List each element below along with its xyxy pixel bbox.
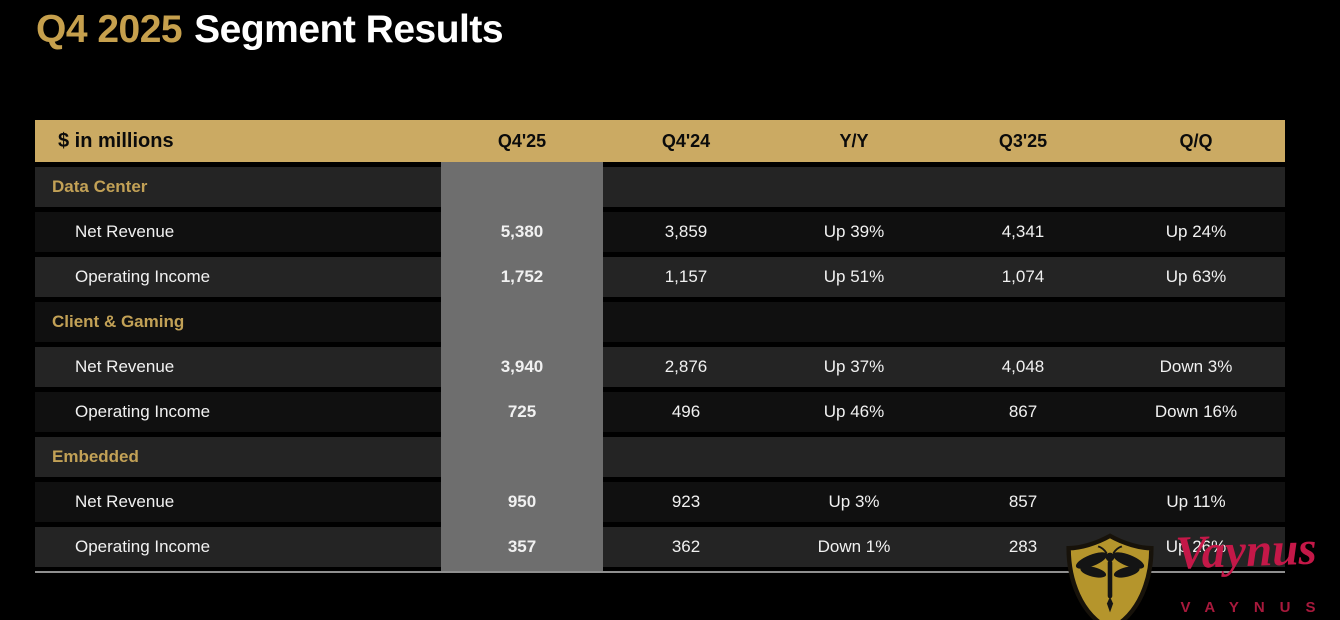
dragonfly-shield-icon xyxy=(1066,533,1154,620)
table-row: Operating Income 357 362 Down 1% 283 Up … xyxy=(35,522,1285,567)
cell-q4-24: 496 xyxy=(671,402,701,421)
cell-q3-25: 4,341 xyxy=(1001,222,1045,241)
watermark-script-text: Vaynus xyxy=(1174,522,1318,580)
cell-yy: Down 1% xyxy=(817,537,891,556)
title-text: Segment Results xyxy=(194,8,504,51)
cell-q4-25: 950 xyxy=(507,492,537,511)
column-header-q4-25: Q4'25 xyxy=(497,130,547,151)
table-row: Net Revenue 3,940 2,876 Up 37% 4,048 Dow… xyxy=(35,342,1285,387)
table-row: Operating Income 1,752 1,157 Up 51% 1,07… xyxy=(35,252,1285,297)
table-row: Operating Income 725 496 Up 46% 867 Down… xyxy=(35,387,1285,432)
cell-q4-24: 2,876 xyxy=(664,357,708,376)
section-label: Client & Gaming xyxy=(52,312,185,331)
cell-q3-25: 867 xyxy=(1008,402,1038,421)
cell-q4-25: 1,752 xyxy=(500,267,544,286)
cell-q3-25: 1,074 xyxy=(1001,267,1045,286)
cell-yy: Up 46% xyxy=(823,402,885,421)
q4-25-highlight-band xyxy=(441,162,603,571)
cell-qq: Up 24% xyxy=(1165,222,1227,241)
section-label: Data Center xyxy=(52,177,148,196)
row-label: Operating Income xyxy=(75,402,211,421)
row-label: Operating Income xyxy=(75,537,211,556)
cell-yy: Up 39% xyxy=(823,222,885,241)
table-row: Net Revenue 950 923 Up 3% 857 Up 11% xyxy=(35,477,1285,522)
cell-qq: Up 26% xyxy=(1165,537,1227,556)
column-header-q4-24: Q4'24 xyxy=(661,130,711,151)
section-row-data-center: Data Center xyxy=(35,162,1285,207)
table-header-row: $ in millions Q4'25 Q4'24 Y/Y Q3'25 Q/Q xyxy=(35,120,1285,162)
row-label: Operating Income xyxy=(75,267,211,286)
section-label: Embedded xyxy=(52,447,139,466)
cell-yy: Up 3% xyxy=(828,492,880,511)
table-body: Data Center Net Revenue 5,380 3,859 Up 3… xyxy=(35,162,1285,571)
cell-q4-24: 3,859 xyxy=(664,222,708,241)
cell-qq: Down 16% xyxy=(1154,402,1238,421)
cell-qq: Up 11% xyxy=(1166,492,1226,511)
table-bottom-border xyxy=(35,571,1285,573)
table-row: Net Revenue 5,380 3,859 Up 39% 4,341 Up … xyxy=(35,207,1285,252)
section-row-embedded: Embedded xyxy=(35,432,1285,477)
cell-q3-25: 857 xyxy=(1008,492,1038,511)
page-title: Q4 2025 Segment Results xyxy=(36,8,504,52)
title-quarter: Q4 2025 xyxy=(36,8,183,51)
cell-q4-25: 725 xyxy=(507,402,537,421)
row-label: Net Revenue xyxy=(75,357,175,376)
segment-results-table: $ in millions Q4'25 Q4'24 Y/Y Q3'25 Q/Q … xyxy=(35,120,1285,573)
row-label: Net Revenue xyxy=(75,492,175,511)
cell-q4-25: 5,380 xyxy=(500,222,544,241)
cell-q3-25: 4,048 xyxy=(1001,357,1045,376)
cell-yy: Up 37% xyxy=(823,357,885,376)
watermark-caps-text: VAYNUS xyxy=(1180,599,1331,616)
cell-q4-24: 923 xyxy=(671,492,701,511)
cell-q4-25: 357 xyxy=(507,537,537,556)
column-header-qq: Q/Q xyxy=(1179,130,1213,151)
cell-qq: Up 63% xyxy=(1165,267,1227,286)
column-header-yy: Y/Y xyxy=(839,130,869,151)
cell-yy: Up 51% xyxy=(823,267,885,286)
section-row-client-gaming: Client & Gaming xyxy=(35,297,1285,342)
unit-label: $ in millions xyxy=(58,129,174,152)
cell-q3-25: 283 xyxy=(1008,537,1038,556)
watermark-logo: Vaynus VAYNUS xyxy=(1066,522,1338,620)
cell-q4-24: 1,157 xyxy=(664,267,708,286)
cell-q4-25: 3,940 xyxy=(500,357,544,376)
column-header-q3-25: Q3'25 xyxy=(998,130,1048,151)
cell-q4-24: 362 xyxy=(671,537,701,556)
row-label: Net Revenue xyxy=(75,222,175,241)
cell-qq: Down 3% xyxy=(1159,357,1233,376)
